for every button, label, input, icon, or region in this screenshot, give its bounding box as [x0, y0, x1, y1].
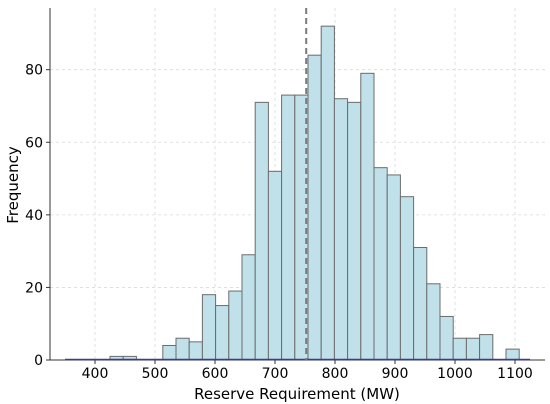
histogram-bar — [307, 54, 322, 361]
histogram-bar — [360, 72, 375, 361]
histogram-bar — [320, 25, 335, 361]
histogram-bar — [465, 337, 481, 361]
histogram-bar — [413, 247, 428, 361]
bars — [109, 25, 520, 361]
histogram-bar — [452, 337, 467, 361]
x-tick-label: 600 — [202, 366, 229, 382]
x-tick-label: 800 — [322, 366, 349, 382]
histogram-bar — [386, 174, 401, 361]
histogram-bar — [215, 305, 230, 361]
histogram-bar — [426, 283, 441, 361]
y-tick-label: 40 — [25, 208, 43, 224]
x-tick-label: 900 — [382, 366, 409, 382]
histogram-bar — [267, 170, 283, 361]
histogram-bar — [281, 94, 296, 361]
histogram-bar — [399, 196, 415, 361]
y-tick-label: 80 — [25, 63, 43, 79]
histogram-bar — [241, 254, 256, 361]
histogram-bar — [439, 315, 454, 361]
y-tick-label: 20 — [25, 280, 43, 296]
y-axis-label: Frequency — [4, 146, 22, 224]
histogram-bar — [333, 98, 349, 361]
x-axis-label: Reserve Requirement (MW) — [194, 385, 400, 403]
y-ticks: 0 20 40 60 80 — [25, 63, 50, 369]
y-tick-label: 0 — [34, 353, 43, 369]
histogram-bar — [347, 101, 362, 361]
histogram-bar — [373, 167, 388, 361]
histogram-bar — [479, 334, 494, 361]
y-tick-label: 60 — [25, 135, 43, 151]
histogram-bar — [254, 101, 269, 361]
histogram-bar — [228, 290, 243, 361]
histogram-bar — [162, 344, 177, 361]
histogram-bar — [175, 337, 190, 361]
x-tick-label: 400 — [82, 366, 109, 382]
histogram-bar — [201, 294, 217, 361]
overlay — [65, 8, 530, 361]
histogram-bar — [188, 341, 203, 361]
histogram-bar — [505, 348, 520, 361]
x-tick-label: 1000 — [437, 366, 473, 382]
x-ticks: 400 500 600 700 800 900 1000 1100 — [82, 360, 533, 382]
x-tick-label: 700 — [262, 366, 289, 382]
x-tick-label: 1100 — [497, 366, 533, 382]
x-tick-label: 500 — [142, 366, 169, 382]
